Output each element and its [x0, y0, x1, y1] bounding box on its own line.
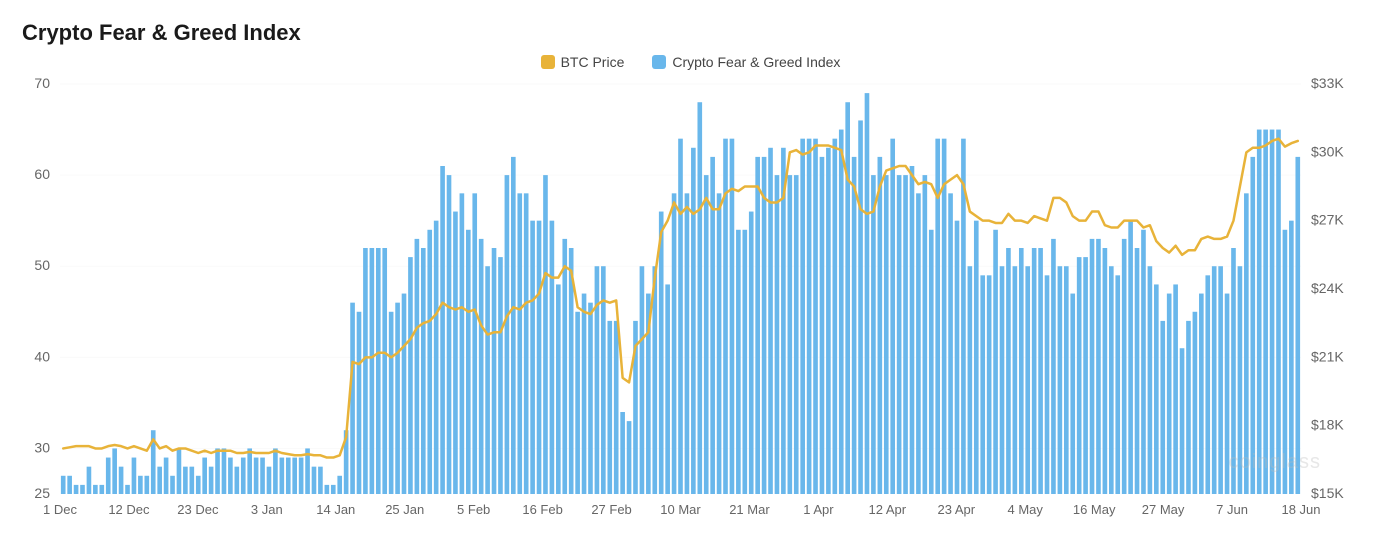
y-right-tick: $18K — [1311, 417, 1344, 433]
x-tick: 27 Feb — [591, 502, 631, 517]
x-tick: 23 Apr — [937, 502, 975, 517]
y-left-tick: 60 — [34, 166, 50, 182]
color-swatch-btc — [541, 55, 555, 69]
legend-fg[interactable]: Crypto Fear & Greed Index — [652, 54, 840, 70]
y-right-tick: $27K — [1311, 212, 1344, 228]
x-tick: 3 Jan — [251, 502, 283, 517]
x-tick: 27 May — [1142, 502, 1185, 517]
y-left-tick: 70 — [34, 75, 50, 91]
x-tick: 18 Jun — [1281, 502, 1320, 517]
x-tick: 21 Mar — [729, 502, 770, 517]
x-tick: 25 Jan — [385, 502, 424, 517]
chart-canvas: 25 30 40 50 60 70 $15K $18K $21K $24K $27K $30K $33K… — [20, 74, 1361, 524]
legend-btc[interactable]: BTC Price — [541, 54, 625, 70]
x-tick: 1 Dec — [43, 502, 77, 517]
x-tick: 14 Jan — [316, 502, 355, 517]
y-right-tick: $30K — [1311, 143, 1344, 159]
x-tick: 4 May — [1008, 502, 1044, 517]
y-left-tick: 50 — [34, 257, 50, 273]
y-right-tick: $21K — [1311, 348, 1344, 364]
x-tick: 5 Feb — [457, 502, 490, 517]
y-right-tick: $24K — [1311, 280, 1344, 296]
legend-btc-label: BTC Price — [561, 54, 625, 70]
color-swatch-fg — [652, 55, 666, 69]
x-tick: 1 Apr — [803, 502, 834, 517]
y-right-tick: $33K — [1311, 75, 1344, 91]
fg-bars — [61, 93, 1300, 494]
x-tick: 23 Dec — [177, 502, 219, 517]
x-tick: 7 Jun — [1216, 502, 1248, 517]
y-left-tick: 40 — [34, 348, 50, 364]
y-left-tick: 30 — [34, 439, 50, 455]
legend: BTC Price Crypto Fear & Greed Index — [20, 54, 1361, 70]
x-tick: 16 May — [1073, 502, 1116, 517]
x-tick: 12 Apr — [869, 502, 907, 517]
chart-title: Crypto Fear & Greed Index — [22, 20, 1361, 46]
y-left-tick: 25 — [34, 485, 50, 501]
x-tick: 16 Feb — [522, 502, 562, 517]
x-tick: 10 Mar — [660, 502, 701, 517]
legend-fg-label: Crypto Fear & Greed Index — [672, 54, 840, 70]
y-right-tick: $15K — [1311, 485, 1344, 501]
x-tick: 12 Dec — [108, 502, 150, 517]
